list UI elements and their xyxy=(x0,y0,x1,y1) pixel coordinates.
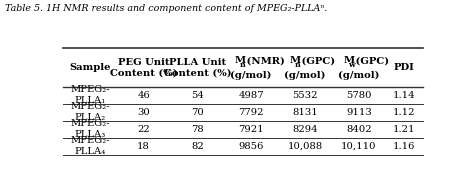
Text: PLLA₃: PLLA₃ xyxy=(74,130,105,139)
Text: (GPC): (GPC) xyxy=(352,56,389,65)
Text: (NMR): (NMR) xyxy=(243,56,285,65)
Text: MPEG₂-: MPEG₂- xyxy=(70,85,109,94)
Text: PLLA₁: PLLA₁ xyxy=(74,96,105,105)
Text: MPEG₂-: MPEG₂- xyxy=(70,102,109,111)
Text: PLLA₄: PLLA₄ xyxy=(74,147,105,156)
Text: 5780: 5780 xyxy=(346,91,372,100)
Text: n: n xyxy=(239,61,245,69)
Text: (g/mol): (g/mol) xyxy=(338,71,380,80)
Text: 1.12: 1.12 xyxy=(393,108,416,117)
Text: 1.16: 1.16 xyxy=(393,142,416,151)
Text: M: M xyxy=(235,56,246,65)
Text: M: M xyxy=(343,56,355,65)
Text: Table 5. 1H NMR results and component content of MPEG₂-PLLAⁿ.: Table 5. 1H NMR results and component co… xyxy=(5,4,327,13)
Text: 9113: 9113 xyxy=(346,108,372,117)
Text: 4987: 4987 xyxy=(238,91,264,100)
Text: 54: 54 xyxy=(191,91,204,100)
Text: 8402: 8402 xyxy=(346,125,372,134)
Text: 8294: 8294 xyxy=(292,125,318,134)
Text: (g/mol): (g/mol) xyxy=(284,71,326,80)
Text: 22: 22 xyxy=(137,125,150,134)
Text: 1.14: 1.14 xyxy=(393,91,416,100)
Text: 5532: 5532 xyxy=(292,91,318,100)
Text: 9856: 9856 xyxy=(238,142,264,151)
Text: (g/mol): (g/mol) xyxy=(230,71,272,80)
Text: 82: 82 xyxy=(191,142,204,151)
Text: n: n xyxy=(294,61,300,69)
Text: w: w xyxy=(348,61,355,69)
Text: PEG Unit
Content (%): PEG Unit Content (%) xyxy=(110,58,177,77)
Text: 78: 78 xyxy=(191,125,204,134)
Text: PLLA₂: PLLA₂ xyxy=(74,113,105,122)
Text: 18: 18 xyxy=(137,142,150,151)
Text: 7792: 7792 xyxy=(238,108,264,117)
Text: 1.21: 1.21 xyxy=(393,125,416,134)
Text: 30: 30 xyxy=(137,108,150,117)
Text: 46: 46 xyxy=(137,91,150,100)
Text: 8131: 8131 xyxy=(292,108,318,117)
Text: 10,110: 10,110 xyxy=(341,142,376,151)
Text: PDI: PDI xyxy=(394,63,415,72)
Text: 10,088: 10,088 xyxy=(287,142,323,151)
Text: Sample: Sample xyxy=(69,63,110,72)
Text: MPEG₂-: MPEG₂- xyxy=(70,119,109,128)
Text: 7921: 7921 xyxy=(238,125,264,134)
Text: 70: 70 xyxy=(191,108,204,117)
Text: (GPC): (GPC) xyxy=(298,56,335,65)
Text: M: M xyxy=(290,56,301,65)
Text: PLLA Unit
Content (%): PLLA Unit Content (%) xyxy=(164,58,231,77)
Text: MPEG₂-: MPEG₂- xyxy=(70,136,109,145)
